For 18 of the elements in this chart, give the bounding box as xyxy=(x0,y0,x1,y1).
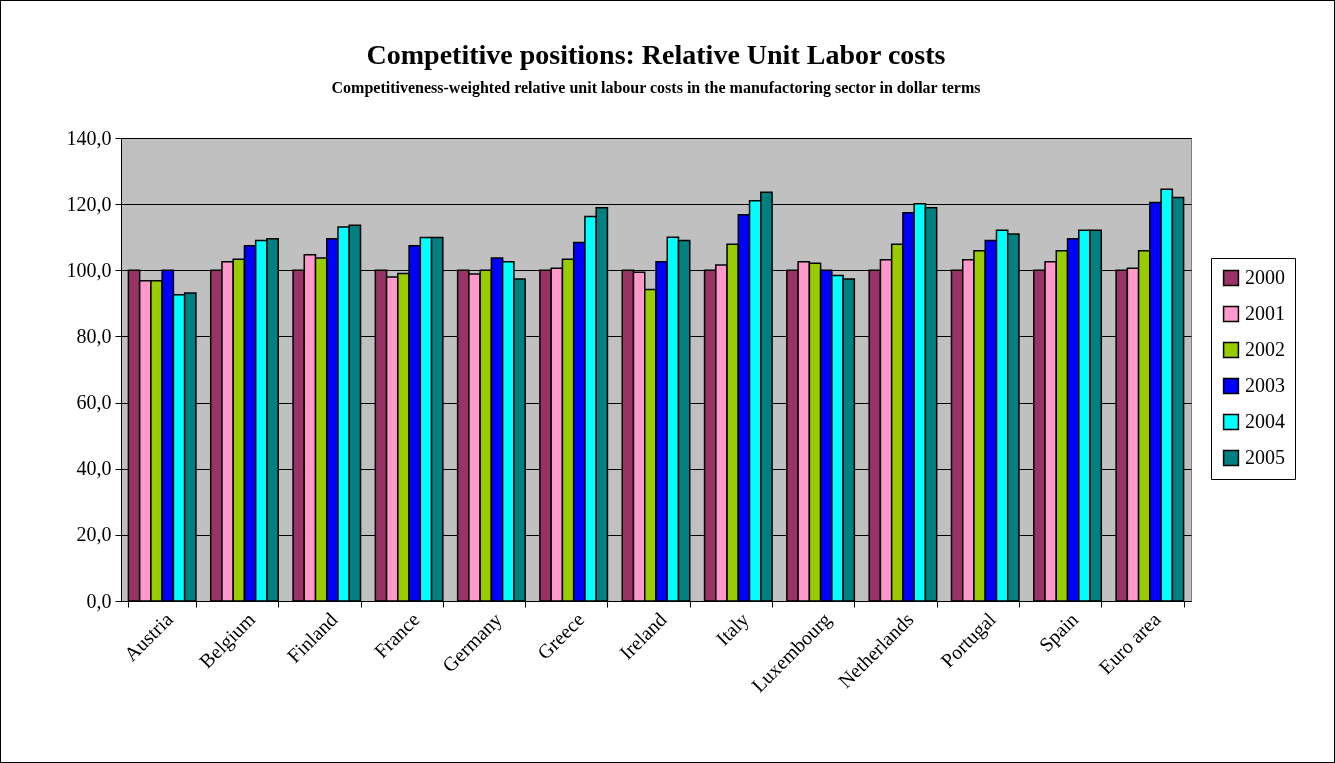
legend-label: 2001 xyxy=(1245,302,1285,324)
y-tick-label: 60,0 xyxy=(76,391,112,414)
legend-label: 2004 xyxy=(1245,410,1285,432)
legend-label: 2005 xyxy=(1245,446,1285,468)
y-tick-label: 120,0 xyxy=(66,192,112,215)
y-tick-label: 0,0 xyxy=(86,589,112,612)
legend-label: 2003 xyxy=(1245,374,1285,396)
y-tick-label: 140,0 xyxy=(66,126,112,149)
legend-label: 2000 xyxy=(1245,266,1285,288)
x-tick-label: Italy xyxy=(711,608,754,651)
y-tick-label: 80,0 xyxy=(76,324,112,347)
chart-subtitle: Competitiveness-weighted relative unit labour costs in the manufactoring sector in dollar terms xyxy=(331,79,981,97)
legend-label: 2002 xyxy=(1245,338,1285,360)
y-tick-label: 100,0 xyxy=(66,258,112,281)
y-tick-label: 40,0 xyxy=(76,457,112,480)
y-tick-label: 20,0 xyxy=(76,523,112,546)
chart-title: Competitive positions: Relative Unit Labor costs xyxy=(366,39,946,70)
x-tick-label: Euro area xyxy=(1094,608,1165,679)
